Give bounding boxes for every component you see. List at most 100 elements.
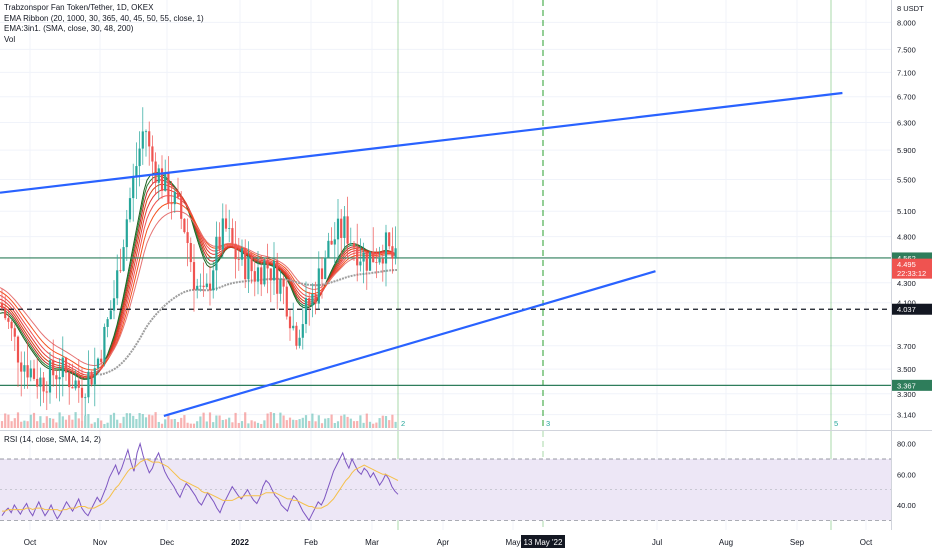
ema-ribbon-line — [0, 210, 397, 366]
x-tick-label: Dec — [160, 538, 174, 547]
volume-bar — [151, 415, 154, 428]
candle-body — [71, 387, 74, 389]
candle-body — [48, 360, 52, 393]
legend-ema-ribbon[interactable]: EMA Ribbon (20, 1000, 30, 365, 40, 45, 5… — [4, 13, 204, 23]
volume-bar — [362, 422, 365, 428]
rsi-panel[interactable] — [0, 441, 891, 522]
candle-body — [314, 294, 317, 304]
x-tick-label: Oct — [24, 538, 37, 547]
volume-bar — [317, 415, 320, 428]
y-tick-label: 7.500 — [897, 45, 916, 54]
candles — [0, 107, 397, 421]
volume-bar — [228, 417, 231, 428]
candle-body — [391, 246, 394, 259]
y-tick-label: 8.000 — [897, 18, 916, 27]
volume-bar — [381, 415, 384, 428]
candle-body — [96, 358, 100, 369]
trendline-lower[interactable] — [163, 270, 656, 418]
volume-bar — [237, 422, 240, 428]
candle-body — [176, 191, 180, 198]
candle-body — [228, 228, 231, 229]
volume-bar — [29, 414, 32, 428]
volume-bar — [96, 418, 100, 428]
volume-bar — [192, 423, 196, 428]
candle-body — [388, 232, 391, 247]
rsi-legend[interactable]: RSI (14, close, SMA, 14, 2) — [4, 435, 101, 444]
candle-body — [244, 248, 247, 280]
volume-bar — [202, 412, 205, 428]
candle-body — [320, 268, 324, 280]
volume-bar — [39, 416, 42, 428]
price-axis[interactable]: 8 USDT 8.000 7.500 7.100 6.700 6.300 5.900 5.50… — [891, 0, 925, 530]
candle-body — [100, 358, 103, 363]
trendline-upper[interactable] — [0, 91, 843, 194]
volume-bar — [384, 416, 388, 428]
rsi-axis[interactable]: 80.00 60.00 40.00 — [897, 440, 916, 510]
volume-bar — [116, 419, 119, 428]
price-panel[interactable]: 2 3 5 — [0, 0, 891, 530]
candle-body — [285, 286, 288, 317]
price-label-bg — [892, 252, 932, 264]
volume-bar — [100, 420, 103, 428]
volume-bar — [119, 423, 122, 428]
time-axis[interactable]: Oct Nov Dec 2022 Feb Mar Apr May Jul Aug Sep Oct 13 … — [24, 535, 873, 548]
volume-bar — [32, 412, 36, 428]
candle-body — [269, 268, 272, 281]
x-tick-label: Apr — [437, 538, 450, 547]
volume-bar — [42, 422, 45, 428]
candle-body — [186, 232, 189, 244]
volume-bar — [356, 421, 359, 428]
volume-bar — [372, 423, 375, 428]
volume-bar — [349, 418, 352, 428]
volume-bar — [368, 421, 372, 428]
candle-body — [317, 268, 320, 304]
volume-bar — [157, 421, 160, 428]
ema-ribbon-line — [0, 195, 397, 374]
volume-bar — [160, 423, 164, 428]
candle-body — [164, 172, 167, 191]
volume-bar — [183, 415, 186, 428]
candle-body — [135, 166, 138, 177]
candle-body — [282, 279, 285, 287]
volume-bar — [240, 421, 244, 428]
volume-bar — [16, 412, 20, 428]
y-tick-label: 6.700 — [897, 93, 916, 102]
candle-body — [16, 336, 20, 363]
volume-bar — [10, 421, 13, 428]
rsi-tick-label: 40.00 — [897, 501, 916, 510]
price-label-sub: 22:33:12 — [897, 269, 926, 278]
candle-body — [205, 283, 208, 288]
vertical-marker-label: 2 — [401, 419, 405, 428]
volume-bar — [64, 419, 68, 428]
candle-body — [4, 308, 7, 319]
volume-bar — [333, 422, 336, 428]
volume-bar — [36, 421, 39, 428]
volume-bar — [311, 413, 314, 428]
volume-bar — [205, 421, 208, 428]
volume-bar — [148, 414, 151, 428]
volume-bar — [84, 415, 87, 428]
volume-bar — [189, 423, 192, 428]
y-tick-label: 6.300 — [897, 119, 916, 128]
candle-body — [212, 270, 215, 291]
candle-body — [263, 260, 266, 285]
volume-bar — [218, 415, 221, 428]
volume-bar — [180, 417, 183, 428]
volume-bar — [247, 423, 250, 428]
y-tick-label: 5.100 — [897, 207, 916, 216]
volume-bar — [122, 416, 125, 428]
legend-title[interactable]: Trabzonspor Fan Token/Tether, 1D, OKEX — [4, 3, 154, 12]
candle-body — [144, 131, 148, 133]
legend-ema-3in1[interactable]: EMA:3in1. (SMA, close, 30, 48, 200) — [4, 24, 134, 33]
volume-bar — [346, 416, 349, 428]
x-tick-label: Oct — [860, 538, 873, 547]
volume-bar — [4, 413, 7, 428]
legend-vol[interactable]: Vol — [4, 34, 16, 44]
candle-body — [29, 368, 32, 378]
volume-bar — [74, 412, 77, 428]
candle-body — [109, 310, 112, 320]
x-tick-label: Jul — [652, 538, 662, 547]
y-tick-label: 4.800 — [897, 233, 916, 242]
x-tick-label: Sep — [790, 538, 805, 547]
